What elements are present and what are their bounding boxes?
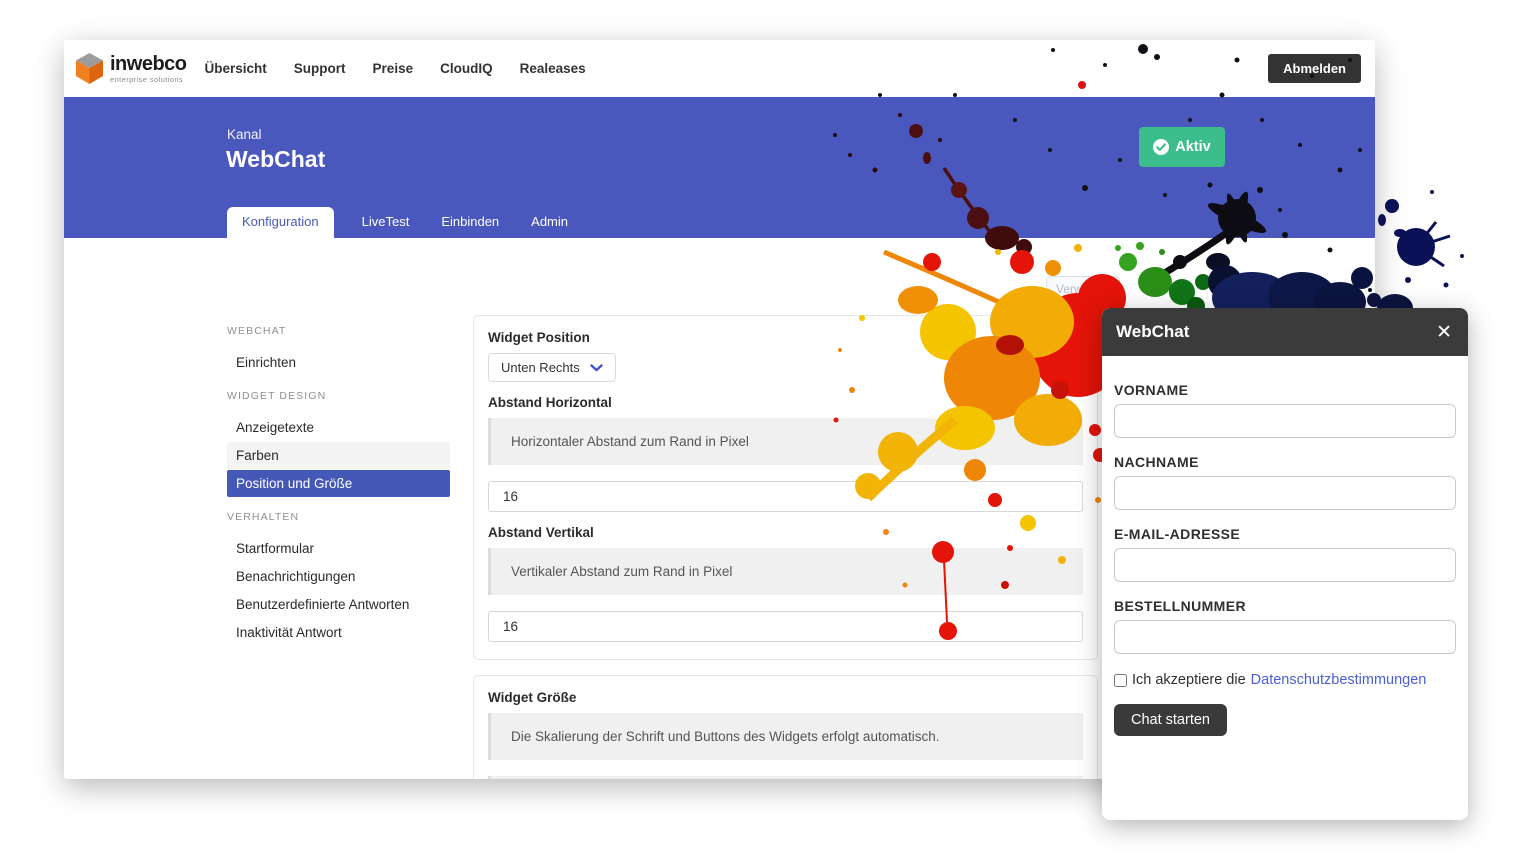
logout-button[interactable]: Abmelden [1268,54,1361,83]
horizontal-hint-box: Horizontaler Abstand zum Rand in Pixel [488,418,1083,465]
tab-einbinden[interactable]: Einbinden [441,214,500,229]
webchat-widget-body: VORNAME NACHNAME E-MAIL-ADRESSE BESTELLN… [1102,356,1468,736]
sidebar-item-benutzerdefinierte-antworten[interactable]: Benutzerdefinierte Antworten [236,597,410,612]
cube-logo-icon [76,53,103,84]
horizontal-spacing-input[interactable] [488,481,1083,512]
size-settings-card: Widget Größe Die Skalierung der Schrift … [473,675,1098,779]
sidebar-item-inaktivitaet-antwort[interactable]: Inaktivität Antwort [236,625,342,640]
email-label: E-MAIL-ADRESSE [1114,526,1241,542]
sidebar-item-anzeigetexte[interactable]: Anzeigetexte [236,420,315,435]
consent-checkbox[interactable] [1114,673,1127,687]
sidebar-section-verhalten: VERHALTEN [227,511,300,523]
active-status-badge[interactable]: Aktiv [1139,127,1225,167]
sidebar-item-startformular[interactable]: Startformular [236,541,315,556]
widget-position-label: Widget Position [488,330,590,345]
webchat-widget: WebChat ✕ VORNAME NACHNAME E-MAIL-ADRESS… [1102,308,1468,820]
abstand-vertikal-label: Abstand Vertikal [488,525,594,540]
channel-hero: Kanal WebChat Aktiv Konfiguration LiveTe… [64,97,1375,238]
vertical-spacing-input[interactable] [488,611,1083,642]
widget-groesse-label: Widget Größe [488,690,577,705]
discard-button-obscured[interactable]: Verwerfen [1046,276,1120,302]
email-field[interactable] [1114,548,1456,582]
bestellnummer-label: BESTELLNUMMER [1114,598,1246,614]
nav-item-preise[interactable]: Preise [372,61,414,76]
position-select[interactable]: Unten Rechts [488,353,616,382]
nachname-field[interactable] [1114,476,1456,510]
nachname-label: NACHNAME [1114,454,1199,470]
abstand-horizontal-label: Abstand Horizontal [488,395,612,410]
position-select-value: Unten Rechts [501,360,580,375]
vorname-field[interactable] [1114,404,1456,438]
inwebco-logo[interactable]: inwebco enterprise solutions [76,53,187,84]
sidebar-item-benachrichtigungen[interactable]: Benachrichtigungen [236,569,356,584]
sidebar-item-farben[interactable]: Farben [227,442,450,469]
sidebar-section-webchat: WEBCHAT [227,325,287,337]
tab-livetest[interactable]: LiveTest [361,214,410,229]
chevron-down-icon [590,363,603,371]
channel-tabs: Konfiguration LiveTest Einbinden Admin [227,207,572,238]
bestellnummer-field[interactable] [1114,620,1456,654]
tab-konfiguration[interactable]: Konfiguration [227,207,334,238]
datenschutz-link[interactable]: Datenschutzbestimmungen [1250,672,1427,688]
settings-sidebar: WEBCHAT Einrichten WIDGET DESIGN Anzeige… [227,311,450,647]
vertical-hint-box: Vertikaler Abstand zum Rand in Pixel [488,548,1083,595]
vorname-label: VORNAME [1114,382,1189,398]
page-title: WebChat [226,146,326,172]
check-circle-icon [1153,139,1170,155]
sidebar-item-position-und-groesse[interactable]: Position und Größe [227,470,450,497]
top-navbar: inwebco enterprise solutions Übersicht S… [64,40,1375,97]
sidebar-section-widget-design: WIDGET DESIGN [227,390,327,402]
clipped-hint-box [488,776,1083,779]
nav-links: Übersicht Support Preise CloudIQ Realeas… [205,61,586,76]
logo-text-block: inwebco enterprise solutions [110,54,187,84]
chat-start-button[interactable]: Chat starten [1114,704,1227,736]
position-settings-card: Widget Position Unten Rechts Abstand Hor… [473,315,1098,660]
logo-name: inwebco [110,52,187,75]
webchat-widget-header: WebChat ✕ [1102,308,1468,356]
nav-item-support[interactable]: Support [293,61,346,76]
tab-admin[interactable]: Admin [531,214,569,229]
status-badge-label: Aktiv [1175,139,1211,155]
nav-item-realeases[interactable]: Realeases [519,61,586,76]
nav-item-cloudiq[interactable]: CloudIQ [440,61,493,76]
logo-tagline: enterprise solutions [110,74,184,84]
size-hint-box: Die Skalierung der Schrift und Buttons d… [488,713,1083,760]
webchat-widget-title: WebChat [1116,322,1190,341]
nav-item-uebersicht[interactable]: Übersicht [204,61,267,76]
close-icon[interactable]: ✕ [1436,321,1452,343]
consent-text: Ich akzeptiere die [1132,672,1246,688]
sidebar-item-einrichten[interactable]: Einrichten [236,355,297,370]
consent-row: Ich akzeptiere die Datenschutzbestimmung… [1114,672,1456,688]
channel-eyebrow: Kanal [227,127,262,142]
